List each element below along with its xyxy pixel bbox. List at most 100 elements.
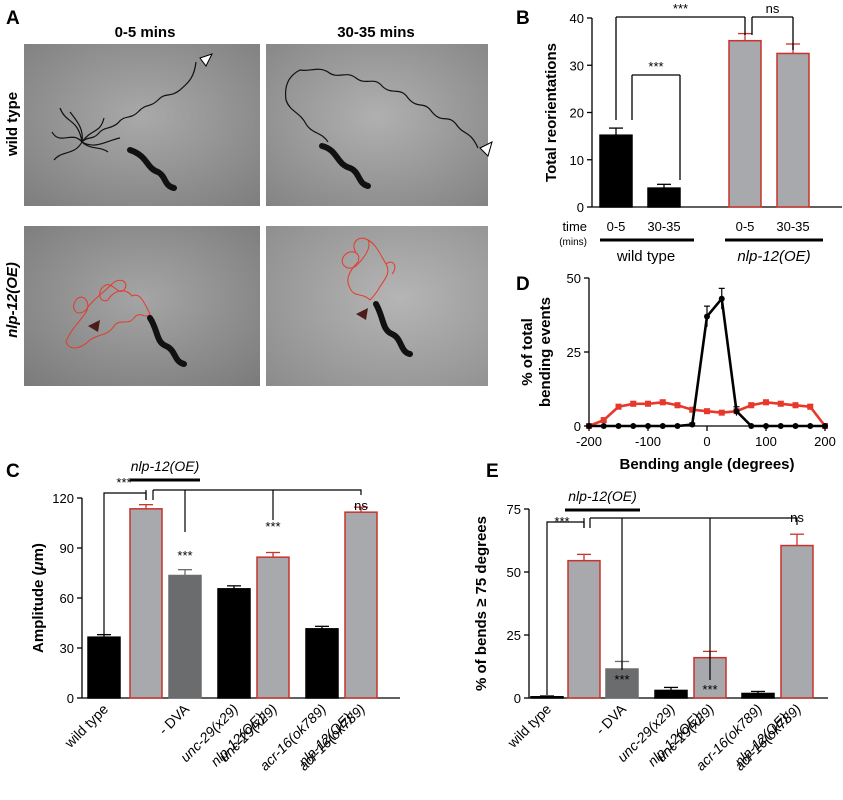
sig-bracket-nlp-label: ns <box>766 1 780 16</box>
y-tick-label: 75 <box>507 502 521 517</box>
sig-bracket <box>153 489 362 495</box>
data-point <box>777 423 784 429</box>
row-label-wild-type: wild type <box>4 92 21 157</box>
data-point <box>645 400 651 407</box>
data-point <box>704 408 710 415</box>
y-axis-label: Total reorientations <box>543 43 560 182</box>
sig-label: *** <box>177 548 192 563</box>
data-point <box>718 409 725 416</box>
data-point <box>763 399 769 406</box>
data-point <box>600 423 607 429</box>
data-point <box>630 400 637 407</box>
y-tick-label: 90 <box>60 541 74 556</box>
y-tick-label: 30 <box>60 641 74 656</box>
x-tick-label: -100 <box>635 434 661 449</box>
y-axis-label-line: bending events <box>537 297 554 407</box>
y-tick-label: 120 <box>52 491 74 506</box>
micrograph-nlp12-30-35 <box>266 226 488 386</box>
y-tick-label: 30 <box>570 58 584 73</box>
data-point <box>630 423 637 429</box>
sig-label: *** <box>554 514 569 529</box>
y-axis-label-mu: μ <box>30 561 47 571</box>
bar <box>780 544 814 699</box>
x-tick-label: 0 <box>703 434 710 449</box>
data-point <box>615 403 622 410</box>
data-point <box>645 423 651 429</box>
panel-e-letter: E <box>486 461 499 482</box>
y-axis-label: Amplitude (μm) <box>30 543 47 653</box>
bar <box>599 134 633 208</box>
group-label-nlp12: nlp-12(OE) <box>737 248 810 265</box>
data-point <box>733 408 740 415</box>
time-unit-label: (mins) <box>559 237 587 248</box>
bar <box>654 689 688 699</box>
group-label-wild-type: wild type <box>616 248 675 265</box>
y-axis-label-part: m) <box>30 543 47 561</box>
bar <box>741 692 775 699</box>
y-tick-label: 10 <box>570 153 584 168</box>
bar <box>217 588 251 699</box>
micrograph-nlp12-0-5 <box>24 226 260 386</box>
y-tick-label: 0 <box>577 200 584 215</box>
category-label: wild type <box>504 701 555 752</box>
chart-b: 0 10 20 30 40 Total reorientations 0-5 30-35 0-5… <box>543 1 842 265</box>
data-point <box>659 399 666 406</box>
sig-label: ns <box>354 498 368 513</box>
col-label-0-5: 0-5 mins <box>115 24 176 41</box>
data-point <box>792 423 799 429</box>
row-label-nlp12: nlp-12(OE) <box>4 262 21 338</box>
time-tick-label: 0-5 <box>736 219 755 234</box>
x-tick-label: -200 <box>576 434 602 449</box>
data-point <box>807 423 814 429</box>
data-point <box>807 403 814 410</box>
sig-label: *** <box>265 519 280 534</box>
data-point <box>615 423 622 429</box>
bar <box>256 556 290 699</box>
sig-label: *** <box>614 672 629 687</box>
sig-label: *** <box>702 682 717 697</box>
data-point <box>674 423 681 429</box>
panel-a-letter: A <box>6 8 20 29</box>
data-point <box>792 402 799 409</box>
category-label: wild type <box>61 701 112 752</box>
bar <box>567 559 601 699</box>
sig-label: *** <box>116 475 131 490</box>
category-label: - DVA <box>592 700 629 737</box>
data-point <box>586 423 592 429</box>
y-tick-label: 25 <box>507 628 521 643</box>
bar <box>647 187 681 208</box>
x-tick-label: 200 <box>814 434 836 449</box>
bar <box>87 636 121 699</box>
y-tick-label: 0 <box>574 419 581 434</box>
data-point <box>704 313 710 320</box>
micrograph-wt-0-5 <box>24 44 260 206</box>
category-label: - DVA <box>155 700 192 737</box>
panel-c-letter: C <box>6 461 20 482</box>
panel-d-letter: D <box>516 274 530 295</box>
micrograph-wt-30-35 <box>266 44 493 206</box>
bar <box>129 508 163 699</box>
y-axis-label-line: % of total <box>519 318 536 386</box>
x-tick-label: 100 <box>755 434 777 449</box>
data-point <box>689 421 696 428</box>
bar <box>776 52 810 208</box>
nlp12-label: nlp-12(OE) <box>131 458 199 474</box>
sig-bracket <box>590 517 798 525</box>
y-tick-label: 0 <box>514 691 521 706</box>
data-point <box>674 402 681 409</box>
y-tick-label: 50 <box>507 565 521 580</box>
nlp12-label: nlp-12(OE) <box>568 488 636 504</box>
time-tick-label: 0-5 <box>607 219 626 234</box>
data-point <box>748 423 755 429</box>
y-tick-label: 40 <box>570 11 584 26</box>
y-tick-label: 50 <box>567 271 581 286</box>
col-label-30-35: 30-35 mins <box>337 24 415 41</box>
sig-label: ns <box>790 510 804 525</box>
time-row-label: time <box>562 219 587 234</box>
data-point <box>748 402 755 409</box>
bar <box>530 695 564 699</box>
data-point <box>763 423 769 429</box>
data-point <box>718 295 725 302</box>
